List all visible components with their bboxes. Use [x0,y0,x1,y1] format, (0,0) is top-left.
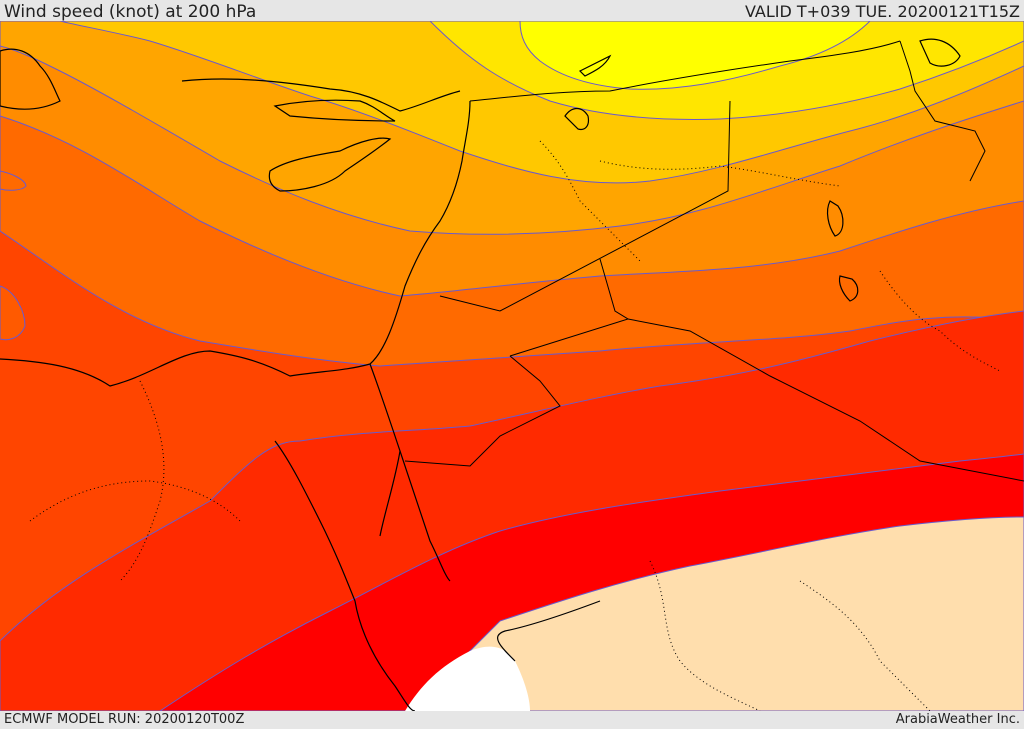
admin-boundaries [29,140,1001,711]
wind-speed-map [0,21,1024,711]
map-title: Wind speed (knot) at 200 hPa [4,2,257,22]
band-yellow [519,21,871,90]
borders [404,40,1024,482]
map-canvas [0,21,1024,711]
footer-bar: ECMWF MODEL RUN: 20200120T00Z ArabiaWeat… [0,711,1024,729]
model-run: ECMWF MODEL RUN: 20200120T00Z [4,712,245,727]
credit-text: ArabiaWeather Inc. [895,712,1020,727]
pocket-left [0,285,26,341]
coastlines [0,38,961,711]
band-white [405,646,530,711]
pocket-left-top [0,170,27,191]
header-bar: Wind speed (knot) at 200 hPa VALID T+039… [0,0,1024,22]
band-peach [409,516,1024,711]
valid-time: VALID T+039 TUE. 20200121T15Z [744,2,1020,21]
